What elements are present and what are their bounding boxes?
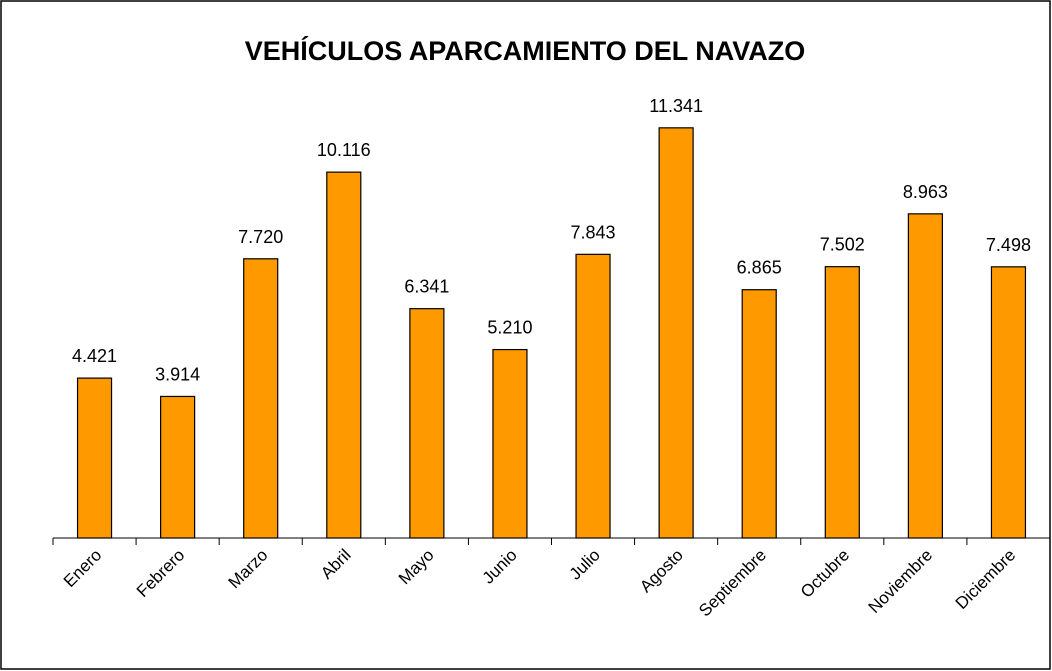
data-label: 5.210	[487, 318, 532, 338]
data-label: 8.963	[903, 182, 948, 202]
data-label: 7.843	[571, 222, 616, 242]
bar	[741, 289, 777, 539]
data-label: 11.341	[649, 96, 703, 116]
data-label: 7.498	[986, 235, 1031, 255]
bar	[990, 266, 1027, 539]
bar	[824, 266, 860, 539]
bar	[907, 213, 943, 539]
data-label: 3.914	[155, 364, 200, 384]
bar	[76, 377, 113, 539]
data-label: 6.341	[404, 277, 449, 297]
bar	[409, 308, 445, 539]
data-label: 7.502	[820, 235, 865, 255]
bar	[575, 253, 611, 539]
data-label: 6.865	[737, 258, 782, 278]
data-label: 4.421	[72, 346, 117, 366]
bar	[492, 348, 528, 539]
data-label: 7.720	[238, 227, 283, 247]
data-label: 10.116	[317, 140, 371, 160]
bar	[160, 395, 196, 539]
chart-title: VEHÍCULOS APARCAMIENTO DEL NAVAZO	[245, 35, 806, 66]
bar	[243, 258, 279, 539]
bar	[658, 127, 694, 539]
bar	[326, 171, 362, 539]
